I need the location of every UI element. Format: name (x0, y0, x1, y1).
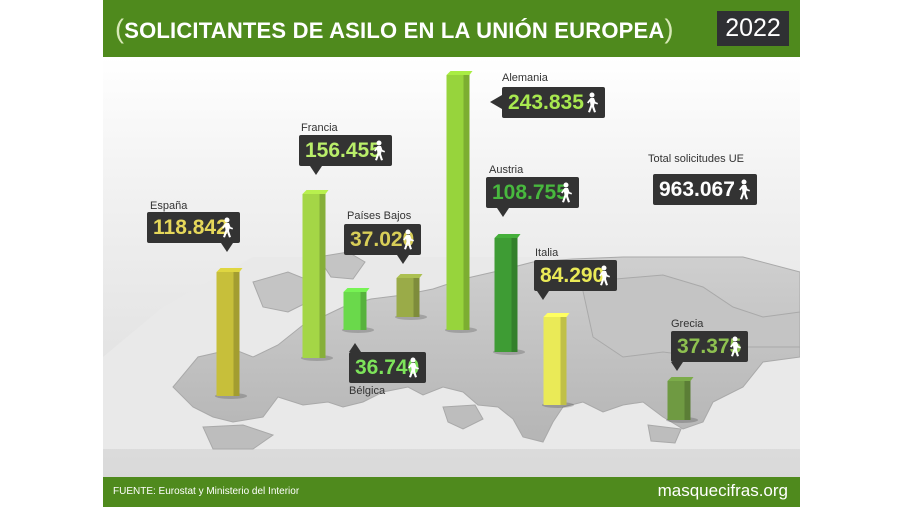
value-label: 84.290 (540, 264, 605, 287)
walking-person-icon (599, 265, 610, 286)
value-label: 37.020 (350, 228, 415, 251)
bar-side (463, 75, 470, 330)
bar-top (494, 234, 521, 238)
value-callout: 118.842 (147, 212, 240, 243)
bar-top (216, 268, 243, 272)
bar-side (360, 292, 367, 330)
value-label: 36.740 (355, 356, 420, 379)
bar-side (560, 317, 567, 405)
bar-top (343, 288, 370, 292)
walking-person-icon (374, 140, 385, 161)
country-label: Austria (489, 164, 524, 176)
bar-side (684, 381, 691, 420)
value-callout: 37.375 (671, 331, 748, 362)
total-label: Total solicitudes UE (648, 153, 744, 165)
callout-tail (310, 166, 322, 175)
header-bar: (SOLICITANTES DE ASILO EN LA UNIÓN EUROP… (103, 0, 800, 57)
walking-person-icon (561, 182, 572, 203)
value-callout: 156.455 (299, 135, 392, 166)
bar-top (543, 313, 570, 317)
chart-title: (SOLICITANTES DE ASILO EN LA UNIÓN EUROP… (115, 14, 674, 44)
callout-tail (671, 362, 683, 371)
total-value: 963.067 (659, 178, 735, 201)
walking-person-icon (587, 92, 598, 113)
walking-person-icon (222, 217, 233, 238)
source-note: FUENTE: Eurostat y Ministerio del Interi… (113, 486, 300, 497)
bar-side (413, 278, 420, 317)
country-label: Grecia (671, 318, 704, 330)
country-label: España (150, 200, 188, 212)
callout-tail (490, 95, 502, 109)
title-open-bracket: ( (115, 14, 125, 44)
value-label: 108.755 (492, 181, 568, 204)
walking-person-icon (730, 336, 741, 357)
value-callout: 243.835 (502, 87, 605, 118)
walking-person-icon (403, 229, 414, 250)
country-label: Alemania (502, 72, 548, 84)
walking-person-icon (739, 179, 750, 200)
callout-tail (221, 243, 233, 252)
country-label: Francia (301, 122, 338, 134)
callout-tail (397, 255, 409, 264)
callout-tail (349, 343, 361, 352)
bar-side (511, 238, 518, 352)
bars-svg (214, 71, 699, 423)
bar-side (233, 272, 240, 396)
bar-side (319, 194, 326, 358)
value-callout: 37.020 (344, 224, 421, 255)
total-value-box: 963.067 (653, 174, 757, 205)
country-label: Italia (535, 247, 559, 259)
bar-top (302, 190, 329, 194)
walking-person-icon (408, 357, 419, 378)
callout-tail (497, 208, 509, 217)
value-callout: 84.290 (534, 260, 617, 291)
value-callout: 108.755 (486, 177, 579, 208)
title-close-bracket: ) (664, 14, 674, 44)
bar-top (446, 71, 473, 75)
country-label: Países Bajos (347, 210, 412, 222)
value-label: 118.842 (153, 216, 228, 239)
value-label: 37.375 (677, 335, 742, 358)
value-callout: 36.740 (349, 352, 426, 383)
site-url: masquecifras.org (657, 481, 788, 500)
value-label: 243.835 (508, 91, 584, 114)
value-label: 156.455 (305, 139, 381, 162)
infographic-card: (SOLICITANTES DE ASILO EN LA UNIÓN EUROP… (103, 0, 800, 507)
bar-top (667, 377, 694, 381)
callout-tail (537, 291, 549, 300)
chart-title-text: SOLICITANTES DE ASILO EN LA UNIÓN EUROPE… (124, 18, 665, 43)
country-label: Bélgica (349, 385, 386, 397)
bar-top (396, 274, 423, 278)
year-badge: 2022 (717, 11, 789, 46)
footer-bar: FUENTE: Eurostat y Ministerio del Interi… (103, 477, 800, 507)
